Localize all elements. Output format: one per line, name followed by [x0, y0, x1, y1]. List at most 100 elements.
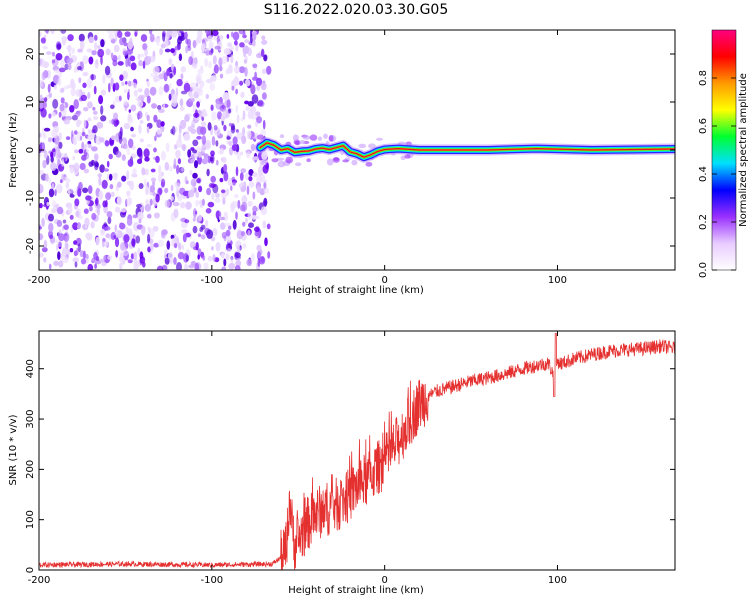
noise-point: [161, 229, 168, 236]
noise-point: [262, 220, 267, 229]
noise-point: [192, 63, 198, 69]
noise-point: [235, 88, 239, 95]
noise-point: [223, 124, 227, 132]
noise-point: [146, 95, 151, 104]
colorbar-gradient: [711, 29, 737, 271]
noise-point: [132, 214, 138, 219]
noise-point: [41, 142, 46, 152]
noise-point: [153, 212, 160, 219]
noise-point: [232, 31, 240, 41]
noise-point: [252, 39, 256, 47]
noise-point: [180, 66, 187, 73]
snr-x-tick-label: -100: [200, 575, 223, 586]
noise-point: [181, 244, 184, 250]
noise-point: [238, 183, 243, 188]
noise-point: [123, 88, 127, 94]
noise-point: [128, 109, 131, 113]
noise-point: [48, 188, 55, 198]
noise-point: [58, 111, 62, 118]
noise-point: [256, 53, 263, 59]
noise-point: [82, 55, 89, 64]
noise-point: [149, 30, 153, 35]
noise-point: [126, 190, 131, 197]
noise-point: [115, 228, 119, 239]
noise-point: [51, 128, 58, 139]
noise-point: [169, 73, 173, 79]
noise-point: [78, 33, 85, 42]
noise-point: [53, 84, 57, 90]
noise-point: [208, 60, 212, 69]
noise-point: [55, 184, 63, 194]
noise-point: [258, 172, 262, 177]
noise-point: [263, 187, 269, 194]
noise-point: [154, 66, 160, 73]
noise-point: [251, 94, 259, 104]
noise-point: [80, 94, 88, 102]
noise-point: [237, 199, 241, 209]
noise-point: [183, 133, 191, 141]
noise-point: [131, 238, 136, 247]
noise-point: [100, 39, 105, 48]
noise-point: [77, 243, 81, 253]
noise-point: [58, 233, 65, 242]
noise-point: [204, 58, 209, 67]
noise-point: [218, 57, 223, 67]
noise-point: [89, 206, 93, 212]
noise-point: [69, 194, 75, 198]
noise-point: [245, 79, 251, 87]
noise-point: [129, 55, 136, 62]
noise-point: [41, 247, 48, 253]
ridge-halo-point: [292, 134, 299, 142]
noise-point: [81, 141, 85, 151]
noise-point: [117, 61, 124, 66]
noise-point: [130, 62, 137, 71]
ridge-halo-point: [342, 159, 349, 163]
noise-point: [193, 112, 200, 118]
noise-point: [65, 136, 71, 141]
noise-point: [130, 104, 137, 112]
noise-point: [144, 156, 150, 162]
noise-point: [223, 258, 227, 267]
noise-point: [73, 240, 78, 245]
colorbar: 0.0 0.2 0.4 0.6 0.8 Normalized spectral ampl…: [698, 29, 749, 278]
noise-point: [131, 133, 137, 138]
noise-point: [39, 252, 44, 258]
colorbar-tick-label: 0.8: [698, 70, 709, 86]
noise-point: [87, 185, 93, 194]
noise-point: [187, 189, 195, 198]
noise-point: [235, 259, 242, 267]
noise-point: [62, 256, 69, 264]
noise-point: [263, 54, 268, 62]
noise-point: [244, 66, 248, 77]
noise-point: [92, 106, 96, 111]
noise-point: [184, 114, 190, 122]
noise-point: [168, 83, 172, 88]
noise-point: [133, 82, 137, 89]
noise-point: [225, 244, 229, 251]
noise-point: [119, 262, 123, 270]
noise-point: [131, 173, 138, 178]
noise-point: [196, 76, 201, 84]
ridge-halo-point: [302, 135, 311, 140]
noise-point: [83, 168, 89, 174]
noise-point: [77, 188, 82, 197]
noise-point: [67, 34, 74, 42]
noise-point: [104, 140, 110, 147]
noise-point: [190, 158, 195, 164]
noise-point: [173, 208, 179, 219]
ridge-halo-point: [351, 159, 358, 166]
noise-point: [219, 73, 224, 79]
noise-point: [91, 146, 98, 152]
noise-point: [198, 151, 202, 158]
noise-point: [247, 230, 251, 236]
noise-point: [91, 129, 96, 134]
noise-point: [173, 66, 177, 76]
colorbar-tick-label: 0.0: [698, 262, 709, 278]
spectrogram-x-tick-label: -200: [28, 275, 51, 286]
noise-point: [207, 255, 213, 262]
noise-point: [247, 200, 253, 207]
noise-point: [188, 97, 195, 103]
noise-point: [194, 262, 200, 270]
noise-point: [90, 221, 95, 229]
noise-point: [56, 244, 59, 251]
